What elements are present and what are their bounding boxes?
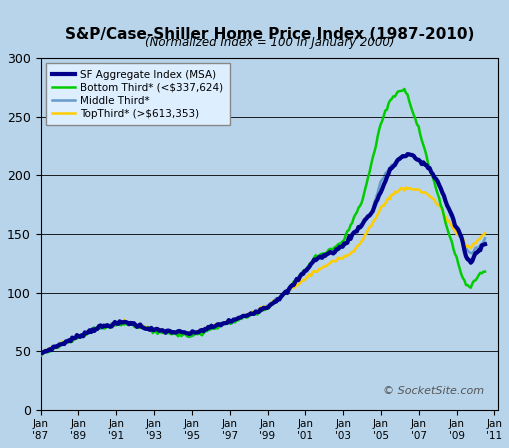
- Text: © SocketSite.com: © SocketSite.com: [383, 386, 484, 396]
- Legend: SF Aggregate Index (MSA), Bottom Third* (<$337,624), Middle Third*, TopThird* (>: SF Aggregate Index (MSA), Bottom Third* …: [46, 64, 229, 125]
- Text: (Normalized Index = 100 in January 2000): (Normalized Index = 100 in January 2000): [145, 36, 393, 49]
- Title: S&P/Case-Shiller Home Price Index (1987-2010): S&P/Case-Shiller Home Price Index (1987-…: [65, 27, 473, 42]
